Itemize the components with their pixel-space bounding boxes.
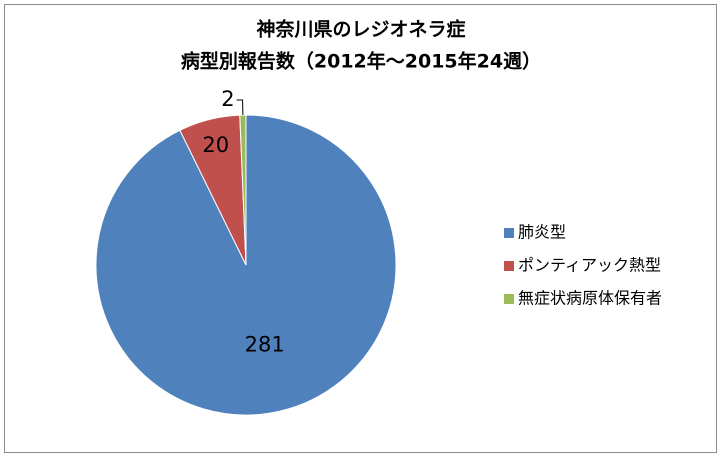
data-label: 2: [221, 87, 234, 111]
legend-swatch: [504, 294, 514, 304]
chart-title: 神奈川県のレジオネラ症: [256, 18, 465, 41]
legend-label: ポンティアック熱型: [518, 256, 661, 275]
leader-line: [236, 99, 244, 116]
legend-label: 肺炎型: [518, 223, 566, 242]
data-label: 281: [245, 332, 285, 356]
chart-title: 病型別報告数（2012年～2015年24週）: [181, 50, 541, 73]
pie-slice: [239, 114, 247, 266]
legend-label: 無症状病原体保有者: [518, 289, 662, 308]
legend-swatch: [504, 261, 514, 271]
legend-swatch: [504, 228, 514, 238]
data-label: 20: [202, 133, 229, 157]
